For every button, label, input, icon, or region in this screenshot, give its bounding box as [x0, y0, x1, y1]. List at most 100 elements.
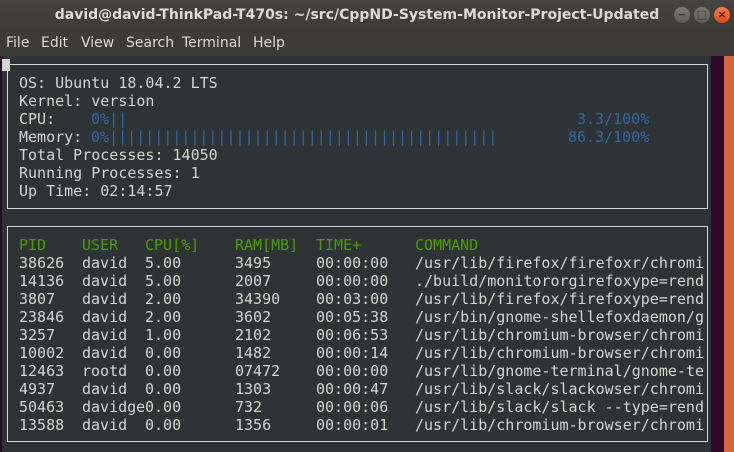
- process-command-cell: /usr/lib/firefox/firefoxype=rend: [415, 290, 704, 308]
- memory-label: Memory:: [19, 128, 83, 146]
- process-ram-cell: 1482: [235, 344, 272, 362]
- process-ram-cell: 2102: [235, 326, 272, 344]
- process-command-cell: /usr/bin/gnome-shellefoxdaemon/g: [415, 308, 704, 326]
- cpu-label: CPU:: [19, 110, 56, 128]
- process-command-cell: ./build/monitororgirefoxype=rend: [415, 272, 704, 290]
- process-time-cell: 00:00:14: [316, 344, 389, 362]
- process-ram-cell: 1303: [235, 380, 272, 398]
- process-time-cell: 00:00:06: [316, 398, 389, 416]
- process-ram-cell: 34390: [235, 290, 281, 308]
- process-cpu-cell: 5.00: [145, 254, 182, 272]
- memory-value: 86.3/100%: [568, 128, 650, 146]
- process-command-cell: /usr/lib/slack/slackowser/chromi: [415, 380, 704, 398]
- kernel-info: Kernel: version: [19, 92, 155, 110]
- total-processes: Total Processes: 14050: [19, 146, 218, 164]
- menu-file[interactable]: File: [6, 35, 30, 51]
- process-user-cell: rootd: [82, 362, 128, 380]
- process-user-cell: david: [82, 380, 128, 398]
- process-cpu-cell: 2.00: [145, 290, 182, 308]
- process-user-cell: david: [82, 254, 128, 272]
- scrollbar[interactable]: [711, 56, 724, 452]
- process-cpu-cell: 5.00: [145, 272, 182, 290]
- process-pid-cell: 50463: [19, 398, 65, 416]
- menu-bar: File Edit View Search Terminal Help: [0, 30, 734, 56]
- menu-search[interactable]: Search: [126, 35, 175, 51]
- cpu-bar-fill: ||: [109, 110, 128, 128]
- process-time-cell: 00:05:38: [316, 308, 389, 326]
- process-user-cell: david: [82, 308, 128, 326]
- process-user-cell: david: [82, 272, 128, 290]
- system-panel: [7, 64, 708, 209]
- process-command-cell: /usr/lib/chromium-browser/chromi: [415, 344, 704, 362]
- process-pid-cell: 38626: [19, 254, 65, 272]
- cpu-value: 3.3/100%: [577, 110, 650, 128]
- process-time-cell: 00:06:53: [316, 326, 389, 344]
- cpu-bar: 0%||: [91, 110, 127, 128]
- process-ram-cell: 07472: [235, 362, 281, 380]
- window-title: david@david-ThinkPad-T470s: ~/src/CppND-…: [54, 7, 660, 23]
- maximize-button[interactable]: □: [694, 7, 710, 23]
- process-command-cell: /usr/lib/chromium-browser/chromi: [415, 416, 704, 434]
- column-header-user: USER: [82, 236, 119, 254]
- close-button[interactable]: ×: [714, 7, 730, 23]
- column-header-cpu: CPU[%]: [145, 236, 200, 254]
- process-cpu-cell: 0.00: [145, 344, 182, 362]
- process-user-cell: david: [82, 290, 128, 308]
- process-panel: [7, 226, 708, 442]
- process-command-cell: /usr/lib/chromium-browser/chromi: [415, 326, 704, 344]
- os-info: OS: Ubuntu 18.04.2 LTS: [19, 74, 218, 92]
- process-cpu-cell: 1.00: [145, 326, 182, 344]
- process-pid-cell: 4937: [19, 380, 56, 398]
- process-pid-cell: 13588: [19, 416, 65, 434]
- process-user-cell: david: [82, 326, 128, 344]
- process-cpu-cell: 0.00: [145, 416, 182, 434]
- column-header-ram: RAM[MB]: [235, 236, 299, 254]
- column-header-command: COMMAND: [415, 236, 479, 254]
- process-command-cell: /usr/lib/gnome-terminal/gnome-te: [415, 362, 704, 380]
- menu-view[interactable]: View: [81, 35, 115, 51]
- terminal-area[interactable]: [2, 56, 711, 452]
- process-cpu-cell: 2.00: [145, 308, 182, 326]
- process-ram-cell: 732: [235, 398, 263, 416]
- terminal-cursor: [2, 59, 10, 71]
- process-cpu-cell: 0.00: [145, 362, 182, 380]
- menu-help[interactable]: Help: [253, 35, 285, 51]
- process-user-cell: david: [82, 344, 128, 362]
- running-processes: Running Processes: 1: [19, 164, 200, 182]
- process-ram-cell: 1356: [235, 416, 272, 434]
- menu-terminal[interactable]: Terminal: [182, 35, 242, 51]
- process-time-cell: 00:00:47: [316, 380, 389, 398]
- title-bar: david@david-ThinkPad-T470s: ~/src/CppND-…: [0, 0, 734, 30]
- up-time: Up Time: 02:14:57: [19, 182, 173, 200]
- process-pid-cell: 3807: [19, 290, 56, 308]
- process-pid-cell: 3257: [19, 326, 56, 344]
- cpu-bar-prefix: 0%: [91, 110, 110, 128]
- process-ram-cell: 3602: [235, 308, 272, 326]
- process-user-cell: davidge: [82, 398, 146, 416]
- memory-bar-prefix: 0%: [91, 128, 110, 146]
- process-cpu-cell: 0.00: [145, 398, 182, 416]
- process-time-cell: 00:00:00: [316, 254, 389, 272]
- process-pid-cell: 14136: [19, 272, 65, 290]
- process-command-cell: /usr/lib/slack/slack --type=rend: [415, 398, 704, 416]
- process-cpu-cell: 0.00: [145, 380, 182, 398]
- memory-bar-fill: ||||||||||||||||||||||||||||||||||||||||…: [109, 128, 498, 146]
- minimize-button[interactable]: −: [674, 7, 690, 23]
- process-time-cell: 00:00:01: [316, 416, 389, 434]
- process-pid-cell: 10002: [19, 344, 65, 362]
- process-time-cell: 00:03:00: [316, 290, 389, 308]
- process-pid-cell: 23846: [19, 308, 65, 326]
- process-time-cell: 00:00:00: [316, 272, 389, 290]
- process-ram-cell: 3495: [235, 254, 272, 272]
- process-ram-cell: 2007: [235, 272, 272, 290]
- memory-bar: 0%||||||||||||||||||||||||||||||||||||||…: [91, 128, 497, 146]
- process-pid-cell: 12463: [19, 362, 65, 380]
- desktop-edge: [724, 56, 734, 452]
- window-edge: [0, 56, 2, 452]
- column-header-pid: PID: [19, 236, 47, 254]
- process-user-cell: david: [82, 416, 128, 434]
- column-header-time: TIME+: [316, 236, 362, 254]
- process-time-cell: 00:00:00: [316, 362, 389, 380]
- process-command-cell: /usr/lib/firefox/firefoxr/chromi: [415, 254, 704, 272]
- menu-edit[interactable]: Edit: [41, 35, 69, 51]
